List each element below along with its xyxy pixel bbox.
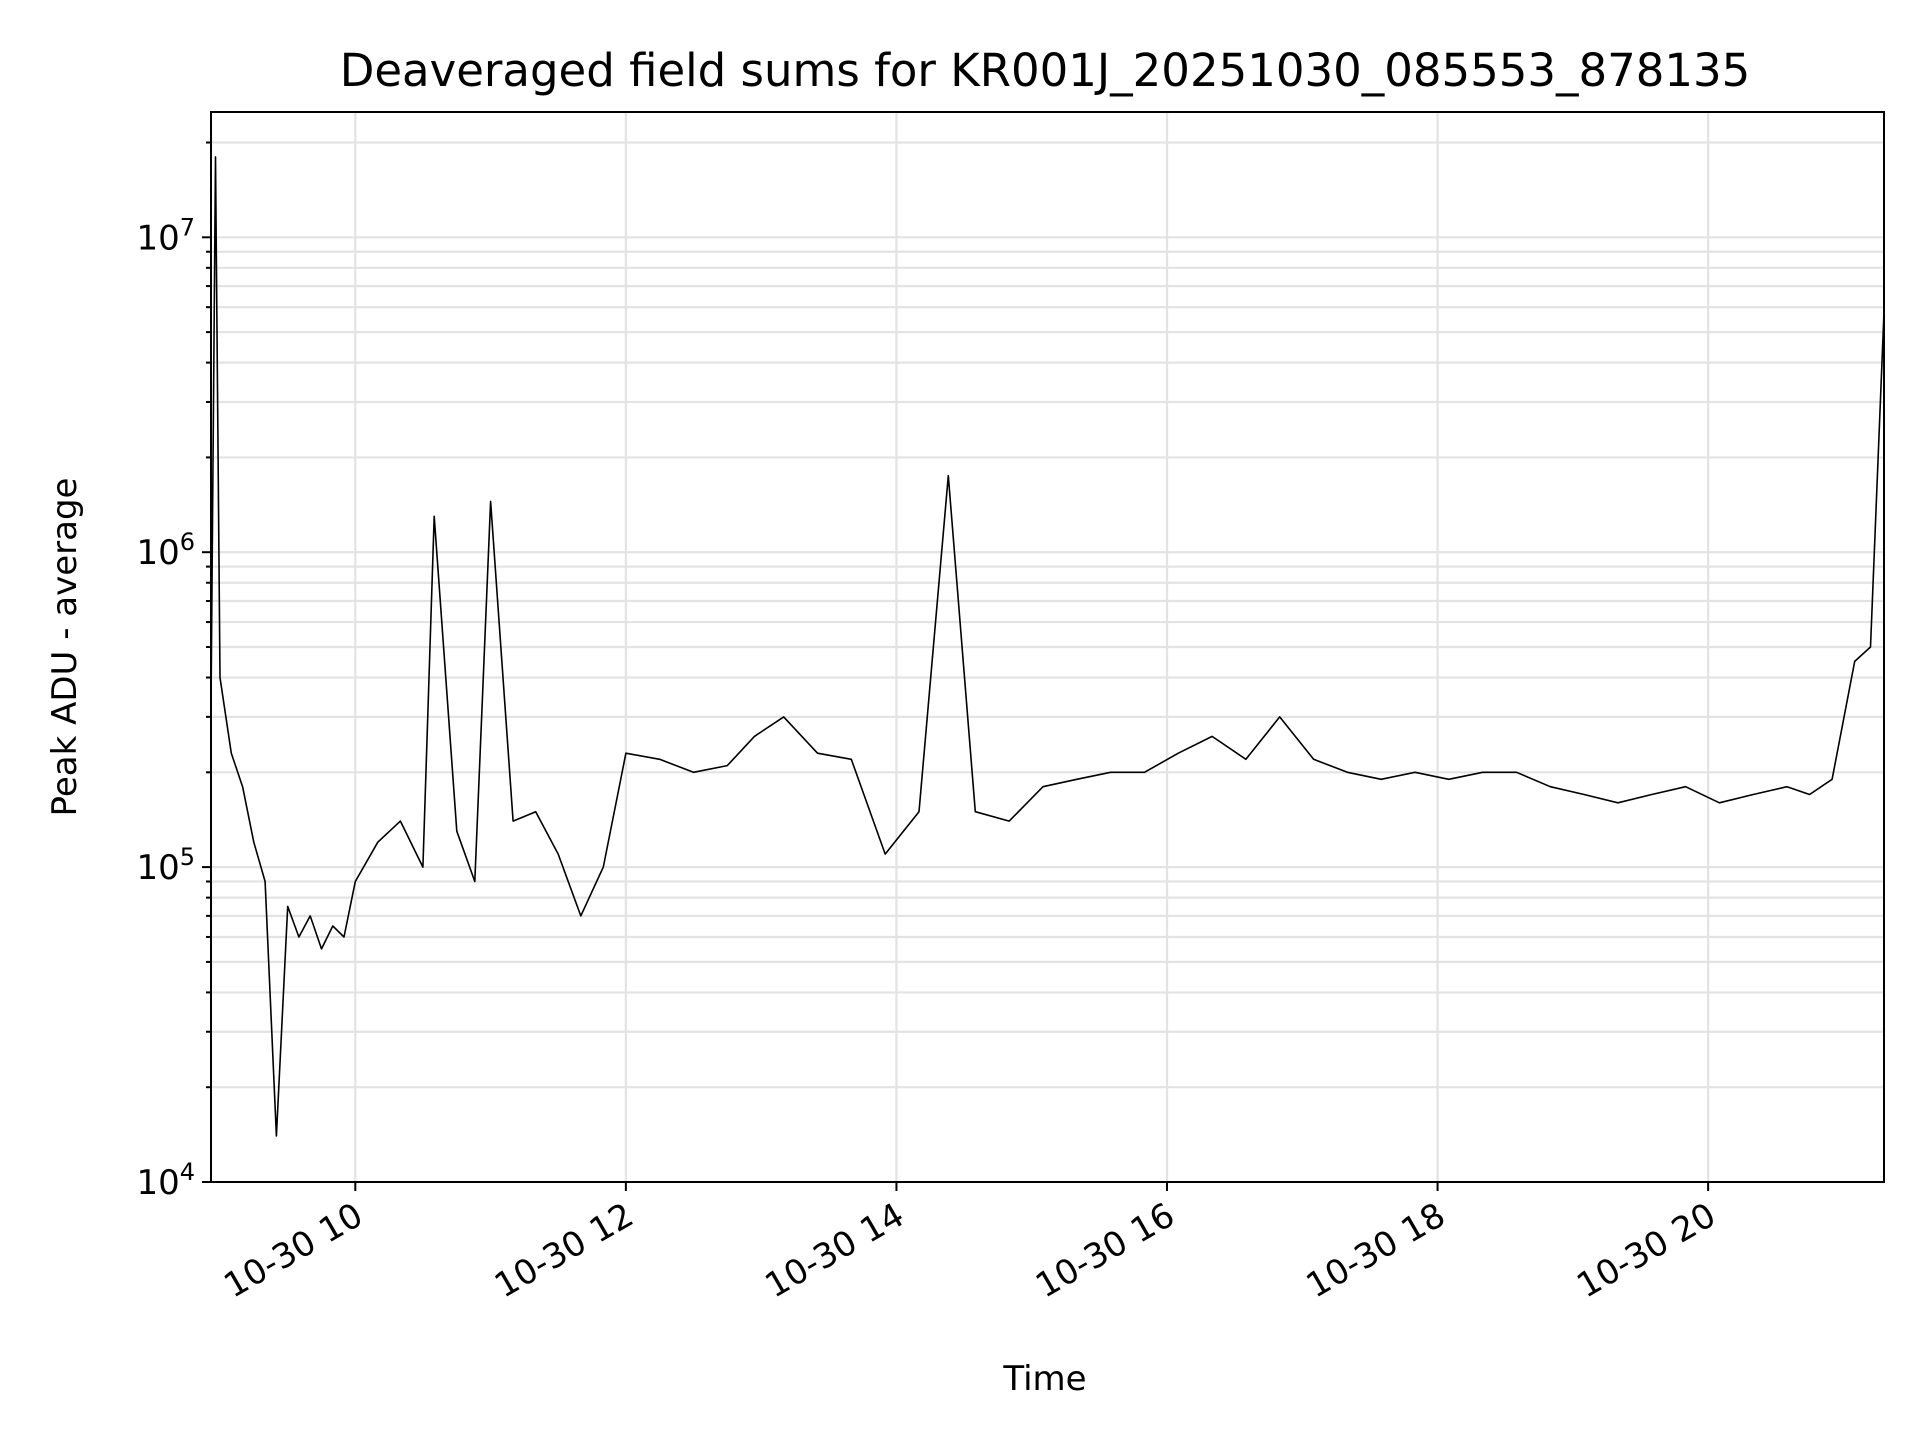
data-series	[210, 156, 1885, 1137]
x-axis-label: Time	[1002, 1359, 1086, 1399]
grid-lines	[211, 112, 1884, 1184]
y-tick-label: 105	[136, 843, 195, 888]
series-line	[210, 156, 1885, 1137]
y-axis: 104 105 106 107	[136, 141, 211, 1203]
y-axis-label: Peak ADU - average	[45, 478, 85, 817]
y-tick-label: 107	[136, 213, 195, 258]
chart-title: Deaveraged field sums for KR001J_2025103…	[340, 44, 1751, 97]
y-tick-label: 104	[136, 1158, 195, 1203]
y-tick-label: 106	[136, 528, 195, 573]
